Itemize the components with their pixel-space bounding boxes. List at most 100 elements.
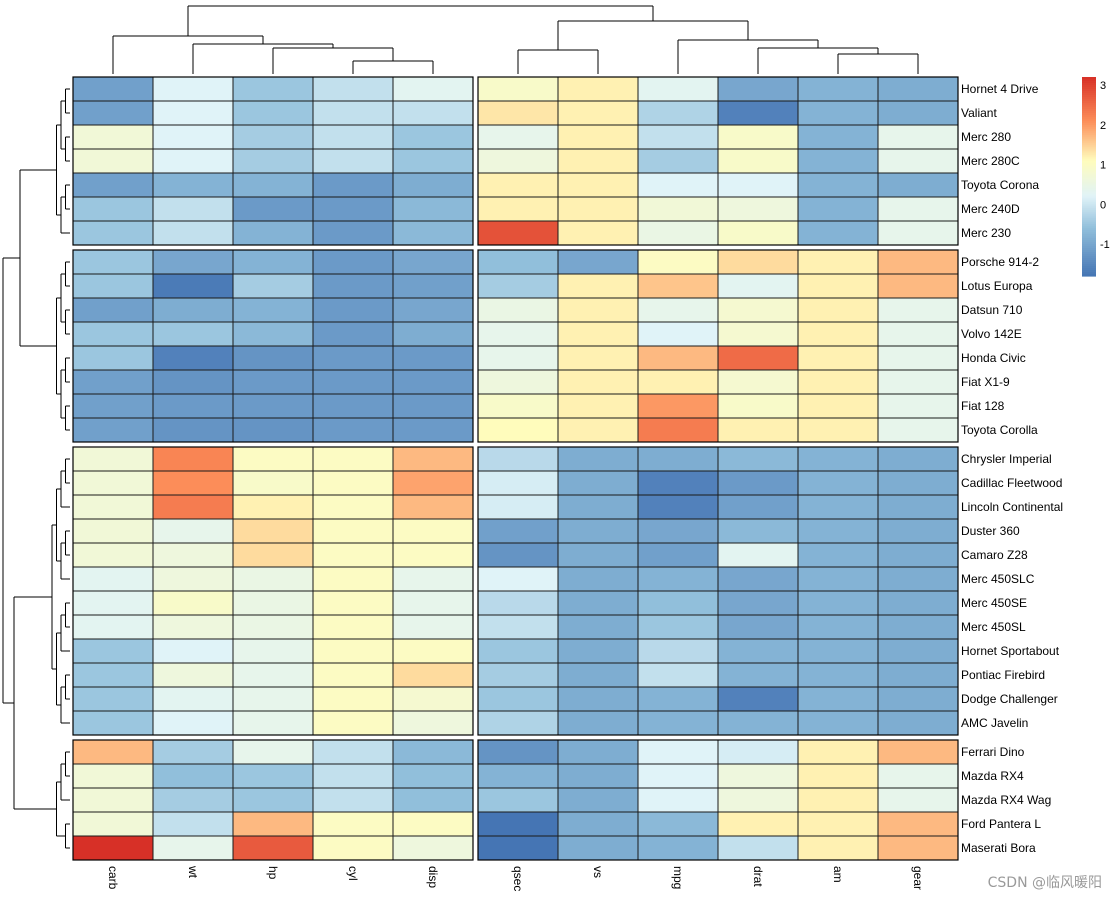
legend-swatch	[1082, 184, 1096, 188]
legend-swatch	[1082, 126, 1096, 130]
legend-swatch	[1082, 226, 1096, 229]
heatmap-cell	[477, 590, 559, 616]
heatmap-cell	[232, 345, 314, 371]
heatmap-cell	[557, 835, 639, 861]
heatmap-cell	[797, 470, 879, 496]
legend-swatch	[1082, 234, 1096, 237]
heatmap-cell	[72, 446, 154, 472]
legend-swatch	[1082, 100, 1096, 104]
legend-swatch	[1082, 228, 1096, 231]
heatmap-cell	[392, 835, 474, 861]
heatmap-cell	[797, 566, 879, 592]
heatmap-cell	[477, 686, 559, 712]
row-label: Camaro Z28	[961, 548, 1028, 562]
heatmap-cell	[477, 345, 559, 371]
heatmap-cell	[72, 835, 154, 861]
heatmap-cell	[232, 614, 314, 640]
heatmap-cell	[877, 518, 959, 544]
heatmap-cell	[392, 614, 474, 640]
legend-swatch	[1082, 214, 1096, 217]
legend-swatch	[1082, 150, 1096, 154]
heatmap-cell	[637, 273, 719, 299]
row-label: Merc 240D	[961, 202, 1020, 216]
row-label: Pontiac Firebird	[961, 668, 1045, 682]
heatmap-cell	[312, 273, 394, 299]
heatmap-cell	[797, 835, 879, 861]
legend-tick-label: 1	[1100, 160, 1106, 172]
heatmap-cell	[477, 739, 559, 765]
heatmap-cell	[877, 172, 959, 198]
heatmap-cell	[72, 542, 154, 568]
heatmap-cell	[877, 835, 959, 861]
legend-swatch	[1082, 180, 1096, 184]
heatmap-cell	[717, 638, 799, 664]
heatmap-cell	[557, 566, 639, 592]
heatmap-cell	[717, 369, 799, 395]
heatmap-cell	[392, 345, 474, 371]
heatmap-cell	[232, 446, 314, 472]
legend-swatch	[1082, 158, 1096, 162]
legend-swatch	[1082, 198, 1096, 201]
heatmap-cell	[232, 763, 314, 789]
heatmap-cell	[312, 393, 394, 419]
heatmap-cell	[797, 787, 879, 813]
heatmap-cell	[392, 638, 474, 664]
heatmap-cell	[637, 638, 719, 664]
heatmap-cell	[152, 124, 234, 150]
heatmap-cell	[637, 100, 719, 126]
heatmap-cell	[232, 172, 314, 198]
heatmap-cell	[557, 614, 639, 640]
heatmap-cell	[557, 100, 639, 126]
legend-swatch	[1082, 188, 1096, 192]
heatmap-cell	[152, 172, 234, 198]
heatmap-cell	[232, 369, 314, 395]
row-label: Dodge Challenger	[961, 692, 1058, 706]
heatmap-cell	[717, 710, 799, 736]
legend-swatch	[1082, 224, 1096, 227]
row-label: Merc 280C	[961, 154, 1020, 168]
heatmap-cell	[392, 148, 474, 174]
heatmap-cell	[637, 566, 719, 592]
heatmap-cell	[312, 100, 394, 126]
heatmap-cell	[637, 763, 719, 789]
heatmap-cell	[477, 614, 559, 640]
heatmap-cell	[477, 148, 559, 174]
column-label: qsec	[511, 866, 525, 891]
row-labels: Hornet 4 Drive Valiant Merc 280 Merc 280C To…	[961, 82, 1063, 855]
row-label: Merc 280	[961, 130, 1011, 144]
heatmap-cell	[232, 787, 314, 813]
legend-swatch	[1082, 84, 1096, 88]
legend-swatch	[1082, 118, 1096, 122]
heatmap-cell	[877, 638, 959, 664]
heatmap-cell	[392, 393, 474, 419]
legend-swatch	[1082, 164, 1096, 168]
heatmap-cell	[557, 369, 639, 395]
heatmap-cell	[152, 662, 234, 688]
heatmap-cell	[477, 566, 559, 592]
heatmap-cell	[797, 196, 879, 222]
heatmap-cell	[477, 710, 559, 736]
heatmap-cell	[232, 590, 314, 616]
heatmap-cell	[312, 494, 394, 520]
legend-swatch	[1082, 238, 1096, 241]
heatmap-gridlines	[72, 76, 959, 861]
heatmap-cell	[312, 124, 394, 150]
heatmap-cell	[877, 662, 959, 688]
legend-swatch	[1082, 270, 1096, 273]
heatmap-cell	[557, 220, 639, 246]
heatmap-cell	[637, 787, 719, 813]
heatmap-cell	[717, 494, 799, 520]
legend-swatch	[1082, 266, 1096, 269]
legend-swatch	[1082, 160, 1096, 164]
legend-swatch	[1082, 190, 1096, 194]
heatmap-cell	[797, 417, 879, 443]
heatmap-cell	[392, 518, 474, 544]
heatmap-cell	[557, 518, 639, 544]
column-labels: carb wt hp cyl disp qsec vs mpg drat am gear	[106, 865, 925, 891]
heatmap-cell	[72, 273, 154, 299]
row-label: Porsche 914-2	[961, 255, 1039, 269]
heatmap-cell	[312, 686, 394, 712]
column-label: vs	[591, 866, 605, 878]
legend-swatch	[1082, 248, 1096, 251]
heatmap-cell	[312, 518, 394, 544]
